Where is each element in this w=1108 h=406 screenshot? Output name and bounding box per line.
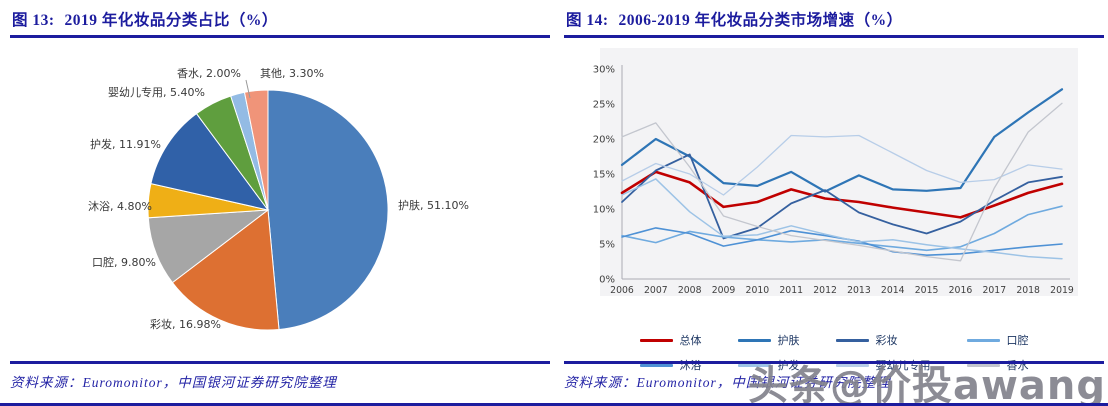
figure-14-number: 图 14: xyxy=(566,12,609,29)
x-tick-label: 2007 xyxy=(644,285,668,296)
x-tick-label: 2016 xyxy=(949,285,973,296)
legend-item-彩妆: 彩妆 xyxy=(835,332,931,348)
pie-chart: 护肤, 51.10% 彩妆, 16.98% 口腔, 9.80% 沐浴, 4.80% 护发… xyxy=(10,40,550,362)
plot-background xyxy=(600,48,1078,296)
legend-item-总体: 总体 xyxy=(639,332,702,348)
figure-14-footer: 资料来源：Euromonitor，中国银河证券研究院整理 xyxy=(564,361,1104,392)
figure-14-caption: 2006-2019 年化妆品分类市场增速（%） xyxy=(618,12,903,29)
x-tick-label: 2011 xyxy=(779,285,803,296)
y-tick-label: 30% xyxy=(593,65,615,76)
figure-13-number: 图 13: xyxy=(12,12,55,29)
pie-label-婴幼儿专用: 婴幼儿专用, 5.40% xyxy=(108,86,205,99)
series-line-婴幼儿专用 xyxy=(621,134,1063,196)
line-plot: 0% 5% 10% 15% 20% 25% 30% 2006 2007 2008 2009 2010 2… xyxy=(564,40,1104,307)
y-tick-label: 10% xyxy=(593,205,615,216)
y-tick-label: 20% xyxy=(593,135,615,146)
legend-label: 彩妆 xyxy=(875,334,898,347)
legend-label: 总体 xyxy=(679,334,702,347)
figure-13-panel: 图 13: 2019 年化妆品分类占比（%） 护肤, 51.10% 彩妆, 16.9… xyxy=(10,6,550,400)
series-line-护肤 xyxy=(620,88,1064,193)
figure-13-title: 图 13: 2019 年化妆品分类占比（%） xyxy=(10,6,550,38)
pie-slice-其他 xyxy=(243,89,269,211)
legend-swatch-沐浴 xyxy=(639,363,673,367)
pie-svg xyxy=(147,79,389,331)
pie-slice-护肤 xyxy=(267,89,389,331)
legend-swatch-总体 xyxy=(639,338,673,342)
line-svg: 0% 5% 10% 15% 20% 25% 30% 2006 2007 2008 2009 2010 2… xyxy=(593,48,1078,296)
pie-label-护发: 护发, 11.91% xyxy=(90,138,161,151)
figure-13-footer: 资料来源：Euromonitor，中国银河证券研究院整理 xyxy=(10,361,550,392)
pie-label-护肤: 护肤, 51.10% xyxy=(398,199,469,212)
y-tick-label: 5% xyxy=(599,240,615,251)
x-tick-label: 2012 xyxy=(813,285,837,296)
figure-13-caption: 2019 年化妆品分类占比（%） xyxy=(64,12,278,29)
figure-14-panel: 图 14: 2006-2019 年化妆品分类市场增速（%） 0% 5% 10% 15% 2… xyxy=(564,6,1104,400)
pie-slice-彩妆 xyxy=(171,209,280,331)
line-chart-legend: 总体 护肤 彩妆 口腔 沐浴 护发 婴幼儿专用 香水 xyxy=(564,332,1104,373)
legend-item-护肤: 护肤 xyxy=(737,332,800,348)
legend-label: 口腔 xyxy=(1006,334,1029,347)
x-tick-label: 2010 xyxy=(746,285,770,296)
y-tick-label: 15% xyxy=(593,170,615,181)
pie-label-其他: 其他, 3.30% xyxy=(260,67,324,80)
x-tick-label: 2013 xyxy=(847,285,871,296)
pie-label-沐浴: 沐浴, 4.80% xyxy=(88,200,152,213)
x-tick-label: 2018 xyxy=(1016,285,1040,296)
figure-14-source: 资料来源：Euromonitor，中国银河证券研究院整理 xyxy=(564,375,891,390)
legend-swatch-彩妆 xyxy=(835,338,869,342)
series-line-护发 xyxy=(621,178,1063,260)
pie-slice-护发 xyxy=(150,112,270,211)
bottom-divider xyxy=(0,403,1108,406)
legend-swatch-香水 xyxy=(966,363,1000,367)
series-line-彩妆 xyxy=(621,153,1063,240)
y-tick-label: 25% xyxy=(593,100,615,111)
x-tick-label: 2015 xyxy=(915,285,939,296)
watermark: 头条@价投awang xyxy=(747,363,1106,406)
figure-14-title: 图 14: 2006-2019 年化妆品分类市场增速（%） xyxy=(564,6,1104,38)
pie-label-香水: 香水, 2.00% xyxy=(177,67,241,80)
x-tick-label: 2009 xyxy=(712,285,736,296)
pie-label-彩妆: 彩妆, 16.98% xyxy=(150,318,221,331)
legend-item-口腔: 口腔 xyxy=(966,332,1029,348)
pie-label-口腔: 口腔, 9.80% xyxy=(92,256,156,269)
legend-swatch-护肤 xyxy=(737,338,771,342)
x-tick-label: 2006 xyxy=(610,285,634,296)
series-line-香水 xyxy=(621,102,1063,262)
y-tick-label: 0% xyxy=(599,275,615,286)
x-tick-label: 2008 xyxy=(678,285,702,296)
legend-swatch-婴幼儿专用 xyxy=(835,363,869,367)
legend-swatch-护发 xyxy=(737,363,771,367)
x-tick-label: 2019 xyxy=(1050,285,1074,296)
pie-leader-line xyxy=(245,79,251,99)
x-tick-label: 2017 xyxy=(982,285,1006,296)
figure-13-source: 资料来源：Euromonitor，中国银河证券研究院整理 xyxy=(10,375,337,390)
legend-label: 护肤 xyxy=(777,334,800,347)
legend-swatch-口腔 xyxy=(966,338,1000,342)
series-line-口腔 xyxy=(621,205,1063,252)
line-chart: 0% 5% 10% 15% 20% 25% 30% 2006 2007 2008 2009 2010 2… xyxy=(564,40,1104,372)
x-tick-label: 2014 xyxy=(881,285,905,296)
